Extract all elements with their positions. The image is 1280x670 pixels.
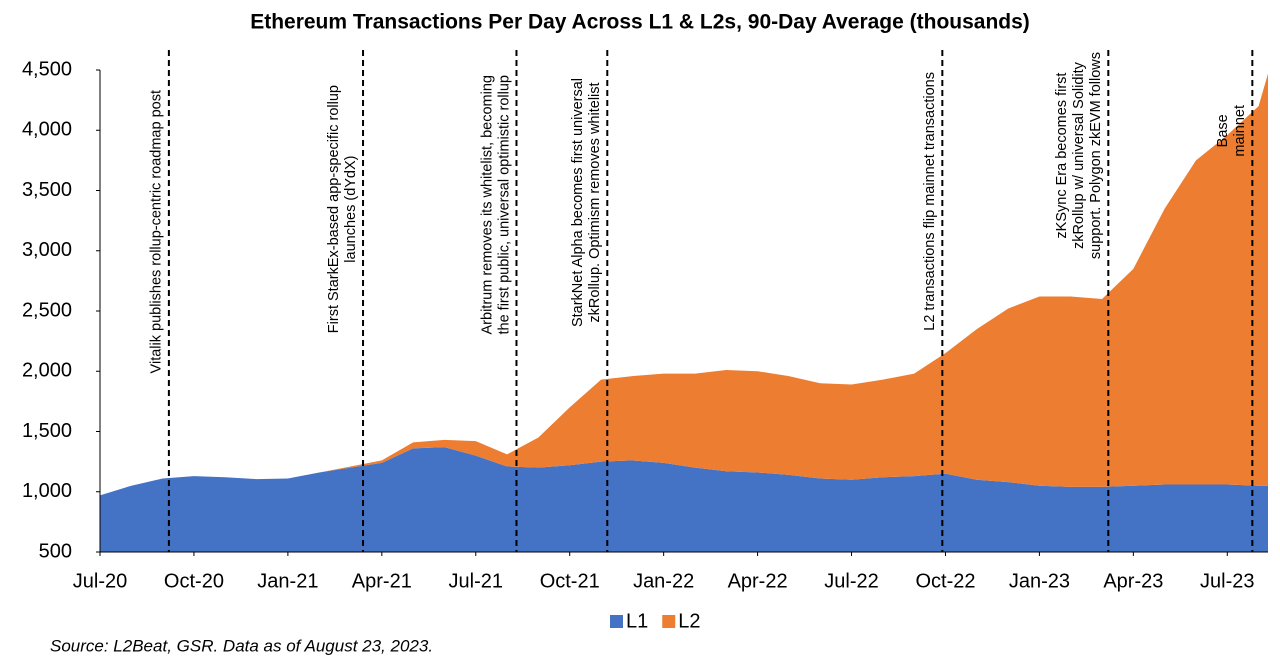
x-tick-label: Jan-21 — [257, 570, 318, 592]
y-tick-label: 1,500 — [22, 420, 72, 442]
y-tick-label: 4,000 — [22, 119, 72, 141]
y-tick-label: 1,000 — [22, 480, 72, 502]
annotation-text: zkRollup w/ universal Solidity — [1071, 61, 1087, 249]
annotation-text: mainnet — [1232, 105, 1248, 157]
x-tick-label: Apr-23 — [1103, 570, 1163, 592]
x-tick-label: Apr-21 — [352, 570, 412, 592]
annotation-text: the first public, universal optimistic r… — [496, 75, 512, 335]
x-tick-label: Apr-22 — [728, 570, 788, 592]
annotation-text: zKSync Era becomes first — [1054, 73, 1070, 239]
y-tick-label: 3,000 — [22, 239, 72, 261]
y-tick-label: 4,500 — [22, 58, 72, 80]
annotation-text: First StarkEx-based app-specific rollup — [326, 85, 342, 333]
x-tick-label: Jul-22 — [824, 570, 878, 592]
x-tick-label: Jan-23 — [1009, 570, 1070, 592]
y-tick-label: 2,000 — [22, 360, 72, 382]
annotation-text: zkRollup. Optimism removes whitelist — [587, 82, 603, 322]
annotation-text: Base — [1215, 114, 1231, 147]
legend-label: L2 — [678, 610, 700, 632]
x-tick-label: Jul-23 — [1200, 570, 1254, 592]
x-tick-label: Jul-21 — [449, 570, 503, 592]
legend-swatch — [662, 615, 676, 628]
chart-title: Ethereum Transactions Per Day Across L1 … — [250, 11, 1030, 34]
x-tick-label: Oct-21 — [540, 570, 600, 592]
annotation-text: launches (dYdX) — [343, 156, 359, 263]
y-tick-label: 500 — [39, 540, 72, 562]
x-tick-label: Jan-22 — [633, 570, 694, 592]
x-tick-label: Oct-20 — [164, 570, 224, 592]
y-tick-label: 2,500 — [22, 299, 72, 321]
legend-label: L1 — [626, 610, 648, 632]
annotation-text: Vitalik publishes rollup-centric roadmap… — [149, 90, 165, 373]
legend-swatch — [610, 615, 623, 628]
y-tick-label: 3,500 — [22, 179, 72, 201]
annotation-text: support. Polygon zkEVM follows — [1088, 52, 1104, 259]
area — [100, 73, 1268, 496]
source-note: Source: L2Beat, GSR. Data as of August 2… — [50, 636, 433, 655]
annotation-text: L2 transactions flip mainnet transaction… — [922, 72, 938, 331]
area — [100, 447, 1268, 552]
annotation-text: StarkNet Alpha becomes first universal — [570, 78, 586, 327]
x-tick-label: Oct-22 — [915, 570, 975, 592]
annotation-text: Arbitrum removes its whitelist, becoming — [479, 75, 495, 334]
x-tick-label: Jul-20 — [73, 570, 127, 592]
